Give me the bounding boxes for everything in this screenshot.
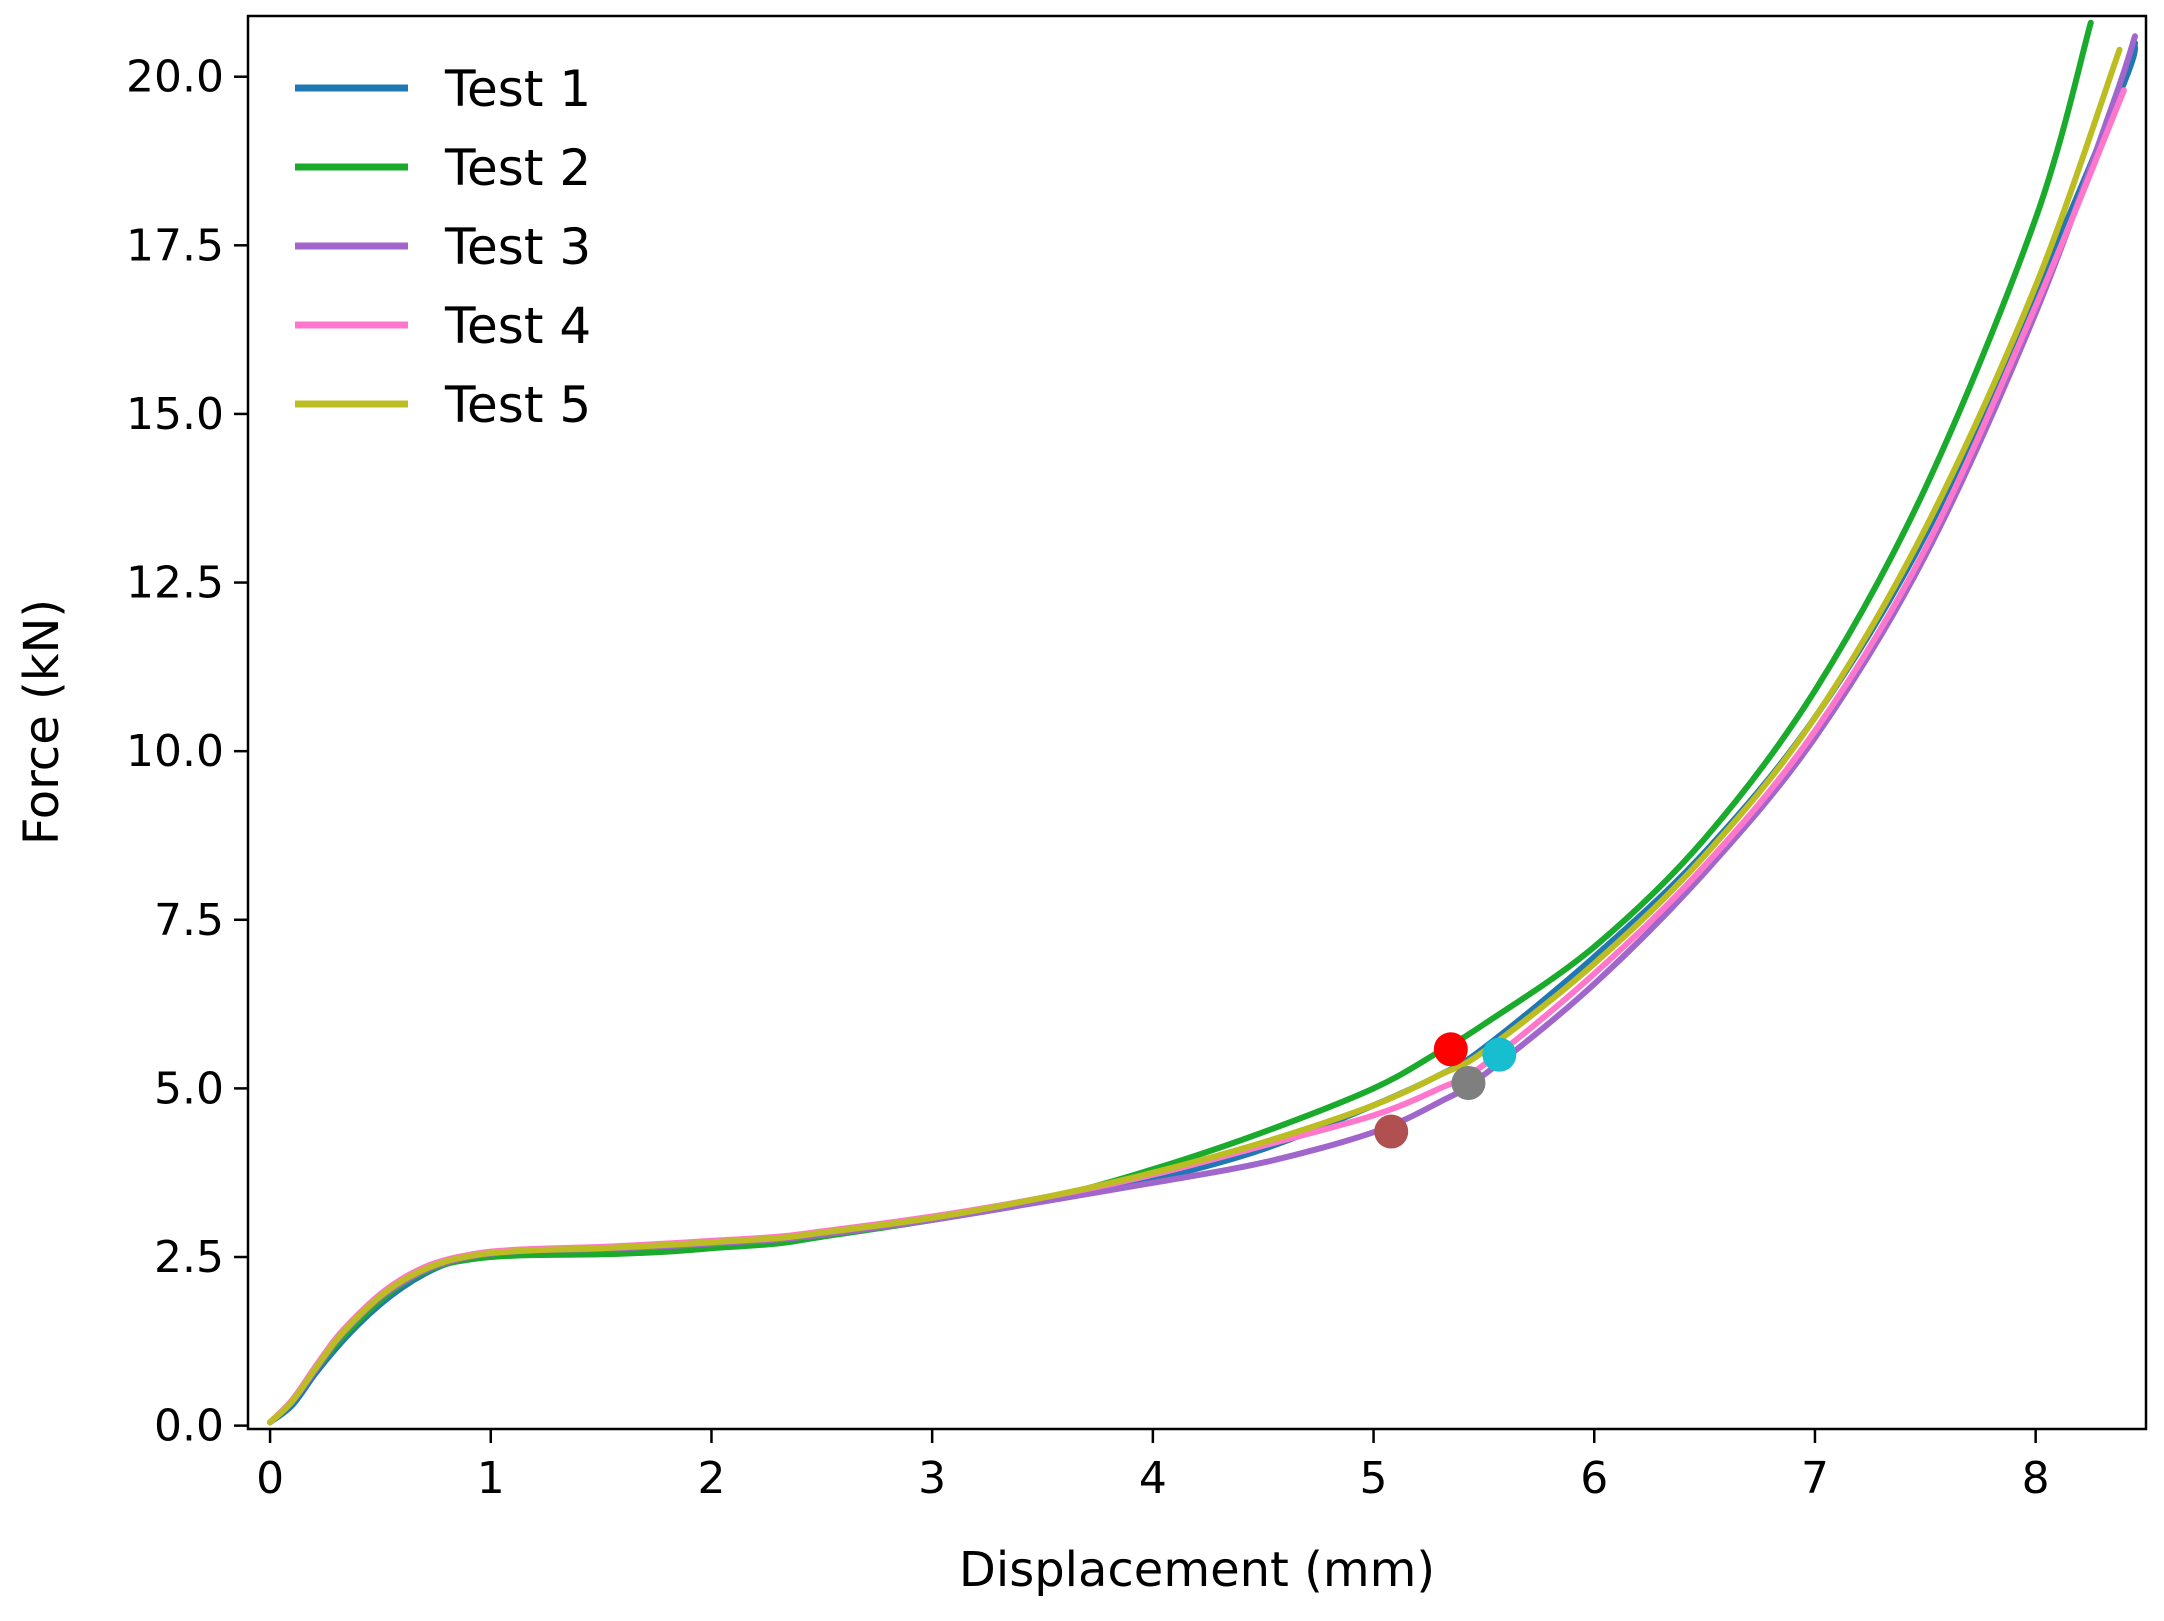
- legend: Test 1 Test 2 Test 3 Test 4 Test 5: [295, 60, 591, 434]
- data-marker-1: [1433, 1032, 1468, 1067]
- y-tick-label: 5.0: [154, 1063, 224, 1114]
- series-layer: [267, 19, 2139, 1426]
- plot-frame: [246, 14, 2148, 1431]
- x-tick-label: 5: [1360, 1453, 1388, 1504]
- legend-label-test-1: Test 1: [444, 60, 591, 118]
- y-tick-label: 12.5: [126, 558, 224, 609]
- y-tick-label: 20.0: [126, 52, 224, 103]
- legend-label-test-5: Test 5: [444, 376, 591, 434]
- x-tick-label: 1: [477, 1453, 505, 1504]
- y-tick-label: 2.5: [154, 1232, 224, 1283]
- x-tick-label: 3: [918, 1453, 946, 1504]
- x-tick-label: 2: [697, 1453, 725, 1504]
- legend-label-test-3: Test 3: [444, 218, 591, 276]
- y-tick-label: 0.0: [154, 1401, 224, 1452]
- y-tick-label: 15.0: [126, 389, 224, 440]
- x-tick-label: 6: [1580, 1453, 1608, 1504]
- marker-layer: [1374, 1032, 1517, 1149]
- x-tick-label: 0: [256, 1453, 284, 1504]
- y-tick-label: 7.5: [154, 895, 224, 946]
- x-axis-title: Displacement (mm): [959, 1542, 1435, 1598]
- y-axis: 0.0 2.5 5.0 7.5 10.0 12.5 15.0 17.5 20.0: [126, 52, 248, 1452]
- x-axis: 0 1 2 3 4 5 6 7 8: [256, 1429, 2050, 1504]
- legend-label-test-2: Test 2: [444, 139, 591, 197]
- series-line-test-5: [267, 46, 2123, 1426]
- data-marker-3: [1451, 1066, 1486, 1101]
- x-tick-label: 7: [1801, 1453, 1829, 1504]
- data-marker-4: [1374, 1114, 1409, 1149]
- plot-area: [248, 16, 2146, 1429]
- y-axis-title: Force (kN): [14, 599, 70, 845]
- y-tick-label: 17.5: [126, 220, 224, 271]
- legend-label-test-4: Test 4: [444, 297, 591, 355]
- x-tick-label: 4: [1139, 1453, 1167, 1504]
- y-tick-label: 10.0: [126, 726, 224, 777]
- x-tick-label: 8: [2022, 1453, 2050, 1504]
- data-marker-2: [1482, 1037, 1517, 1072]
